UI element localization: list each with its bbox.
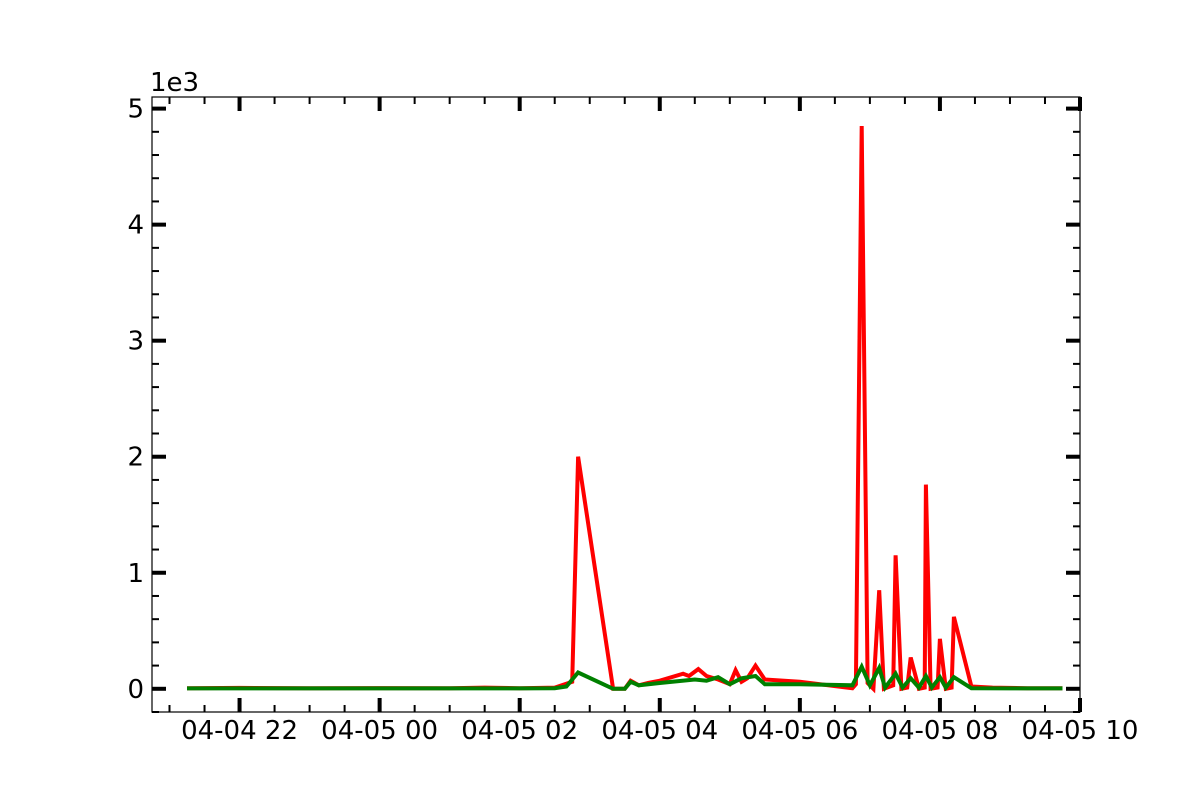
y-tick-label: 2 (127, 443, 144, 473)
x-tick-label: 04-05 10 (1022, 716, 1139, 746)
y-axis-offset-label: 1e3 (150, 68, 199, 98)
plot-frame (151, 96, 1081, 713)
axes-layer: 04-04 22 04-05 00 04-05 02 04-05 04 04-05 06… (127, 95, 1138, 746)
y-tick-label: 0 (127, 675, 144, 705)
series-layer (186, 125, 1063, 694)
series-line-1 (186, 125, 1063, 694)
y-tick-label: 4 (127, 211, 144, 241)
y-tick-label: 5 (127, 95, 144, 125)
x-tick-label: 04-04 22 (181, 716, 298, 746)
y-tick-label: 1 (127, 559, 144, 589)
x-tick-label: 04-05 04 (601, 716, 718, 746)
x-tick-label: 04-05 00 (321, 716, 438, 746)
x-tick-label: 04-05 06 (741, 716, 858, 746)
series-line-2 (187, 662, 1063, 692)
x-tick-label: 04-05 08 (881, 716, 998, 746)
y-tick-label: 3 (127, 327, 144, 357)
x-tick-label: 04-05 02 (461, 716, 578, 746)
